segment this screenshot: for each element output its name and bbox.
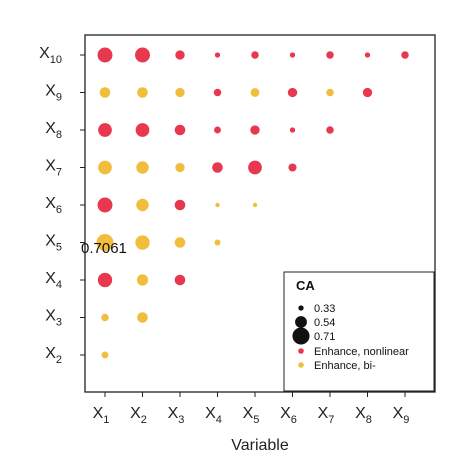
point-x6-x7	[288, 163, 297, 172]
point-x6-x10	[289, 52, 296, 58]
legend-size-key	[292, 327, 310, 345]
point-x8-x9	[362, 87, 373, 98]
point-x1-x10	[97, 47, 113, 63]
point-x5-x6	[252, 202, 258, 208]
point-x2-x9	[137, 87, 148, 98]
point-x3-x8	[174, 124, 186, 136]
point-x6-x9	[287, 87, 298, 98]
point-x1-x5	[96, 234, 114, 251]
point-x1-x8	[98, 123, 112, 137]
point-x2-x4	[136, 274, 149, 286]
point-x1-x6	[97, 197, 113, 213]
point-x2-x7	[136, 161, 149, 174]
point-x7-x9	[326, 88, 334, 97]
legend-size-label: 0.33	[314, 303, 335, 315]
x-axis-title: Variable	[231, 437, 289, 454]
point-x1-x2	[101, 351, 109, 359]
point-x7-x8	[326, 126, 334, 134]
point-x3-x9	[175, 87, 185, 98]
legend-color-key	[298, 362, 304, 368]
legend-size-label: 0.71	[314, 331, 335, 343]
point-x2-x5	[135, 235, 150, 250]
point-x1-x7	[98, 160, 112, 175]
point-x3-x7	[175, 162, 185, 173]
point-x2-x6	[136, 198, 149, 212]
point-x5-x9	[250, 88, 260, 97]
ca-value-annotation: 0.7061	[81, 240, 127, 257]
point-x2-x8	[135, 123, 150, 137]
legend-size-label: 0.54	[314, 317, 335, 329]
legend-type-label: Enhance, bi-	[314, 360, 376, 372]
point-x1-x9	[99, 87, 111, 98]
point-x4-x8	[214, 126, 221, 134]
point-x4-x9	[213, 88, 222, 97]
points-layer	[96, 47, 409, 359]
legend: CA 0.33 0.54 0.71 Enhance, nonlinear Enhance…	[283, 271, 435, 392]
point-x8-x10	[364, 52, 371, 58]
legend-type-label: Enhance, nonlinear	[314, 346, 409, 358]
point-x3-x5	[174, 237, 186, 248]
point-x5-x7	[248, 160, 262, 175]
point-x2-x10	[135, 47, 150, 63]
point-x4-x5	[214, 239, 221, 246]
legend-box	[283, 271, 435, 392]
legend-size-key	[295, 316, 307, 328]
point-x4-x6	[215, 202, 220, 208]
point-x4-x7	[212, 162, 223, 173]
legend-title: CA	[296, 278, 315, 293]
point-x6-x8	[289, 127, 296, 133]
legend-size-key	[298, 305, 304, 311]
point-x2-x3	[137, 312, 148, 323]
plot-panel	[84, 34, 436, 393]
point-x5-x8	[250, 125, 260, 135]
point-x1-x4	[97, 272, 113, 288]
legend-items: 0.33 0.54 0.71 Enhance, nonlinear Enhance, b…	[292, 303, 409, 372]
point-x9-x10	[401, 51, 409, 59]
point-x3-x6	[174, 199, 186, 211]
legend-color-key	[298, 348, 304, 354]
point-x3-x10	[175, 50, 185, 60]
point-x5-x10	[251, 51, 259, 59]
point-x7-x10	[326, 51, 334, 59]
point-x3-x4	[174, 274, 186, 286]
point-x4-x10	[214, 52, 221, 58]
point-x1-x3	[101, 313, 109, 322]
